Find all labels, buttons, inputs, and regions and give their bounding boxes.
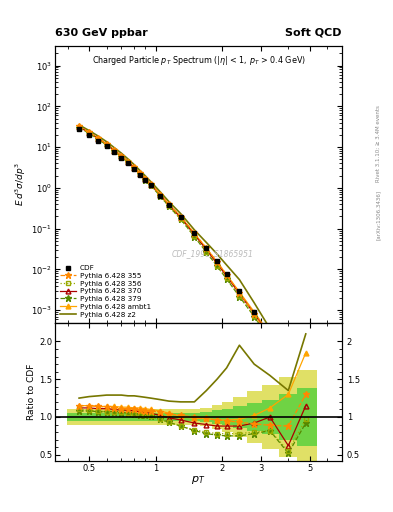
Y-axis label: Ratio to CDF: Ratio to CDF bbox=[28, 364, 36, 420]
Legend: CDF, Pythia 6.428 355, Pythia 6.428 356, Pythia 6.428 370, Pythia 6.428 379, Pyt: CDF, Pythia 6.428 355, Pythia 6.428 356,… bbox=[59, 264, 152, 319]
Text: [arXiv:1306.3436]: [arXiv:1306.3436] bbox=[376, 190, 380, 240]
Text: Charged Particle $p_T$ Spectrum ($|\eta|$ < 1, $p_T$ > 0.4 GeV): Charged Particle $p_T$ Spectrum ($|\eta|… bbox=[92, 54, 305, 68]
Y-axis label: $E\,d^3\sigma/dp^3$: $E\,d^3\sigma/dp^3$ bbox=[14, 162, 29, 206]
Text: 630 GeV ppbar: 630 GeV ppbar bbox=[55, 28, 148, 38]
Text: Soft QCD: Soft QCD bbox=[285, 28, 342, 38]
Text: Rivet 3.1.10; ≥ 3.4M events: Rivet 3.1.10; ≥ 3.4M events bbox=[376, 105, 380, 182]
X-axis label: $p_T$: $p_T$ bbox=[191, 474, 206, 486]
Text: CDF_1998_S1865951: CDF_1998_S1865951 bbox=[172, 249, 254, 258]
